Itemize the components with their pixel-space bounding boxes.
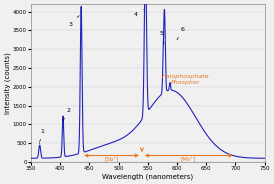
Text: 2: 2 xyxy=(63,108,71,121)
Text: Halophosphate
Phosphor: Halophosphate Phosphor xyxy=(162,74,210,85)
Text: 6: 6 xyxy=(177,27,185,40)
Y-axis label: Intensity (counts): Intensity (counts) xyxy=(4,52,11,114)
Text: 5: 5 xyxy=(160,31,164,45)
Text: 4: 4 xyxy=(134,10,143,17)
X-axis label: Wavelength (nanometers): Wavelength (nanometers) xyxy=(102,173,193,180)
Text: [Sb⁺]: [Sb⁺] xyxy=(104,157,119,162)
Text: [Mn⁺]: [Mn⁺] xyxy=(181,157,196,162)
Text: 3: 3 xyxy=(69,15,79,27)
Text: 1: 1 xyxy=(39,129,45,144)
